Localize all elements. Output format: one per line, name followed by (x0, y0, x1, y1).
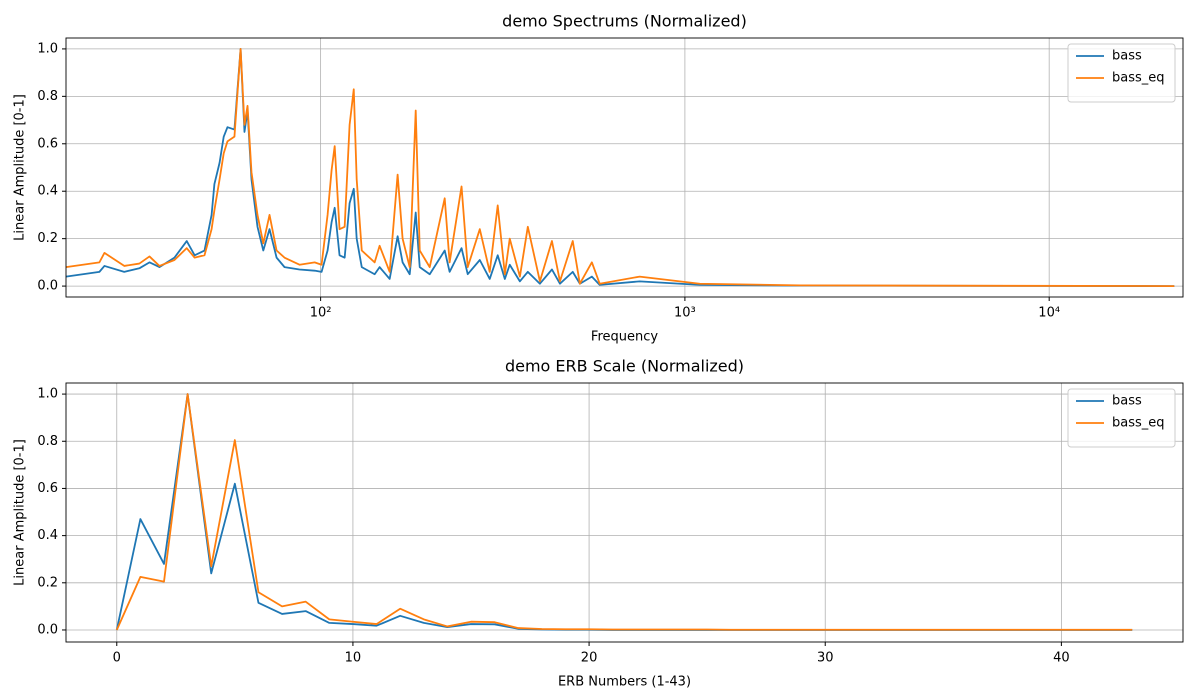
y-tick-label: 0.4 (37, 528, 58, 543)
legend-label: bass (1112, 49, 1142, 64)
x-tick-label: 20 (581, 651, 598, 666)
legend-label: bass (1112, 394, 1142, 409)
x-tick-label: 10⁴ (1038, 306, 1060, 321)
series-line (65, 48, 1175, 287)
plot-frame (65, 37, 1184, 298)
y-tick-label: 0.0 (37, 279, 58, 294)
x-axis-label: Frequency (591, 330, 658, 345)
x-tick-label: 0 (113, 651, 121, 666)
x-tick-label: 30 (817, 651, 834, 666)
y-tick-label: 0.4 (37, 184, 58, 199)
series-line (115, 393, 1133, 631)
y-tick-label: 0.2 (37, 575, 58, 590)
plot-frame (65, 382, 1184, 643)
y-tick-label: 1.0 (37, 41, 58, 56)
y-tick-label: 0.2 (37, 231, 58, 246)
series-line (115, 393, 1133, 631)
legend-box (1067, 43, 1176, 103)
y-axis-label: Linear Amplitude [0-1] (13, 94, 28, 241)
x-tick-label: 10 (345, 651, 362, 666)
y-tick-label: 0.0 (37, 622, 58, 637)
y-tick-label: 1.0 (37, 387, 58, 402)
y-tick-label: 0.6 (37, 481, 58, 496)
chart-title: demo ERB Scale (Normalized) (505, 357, 744, 376)
x-tick-label: 10² (310, 306, 332, 321)
x-tick-label: 10³ (674, 306, 696, 321)
y-tick-label: 0.8 (37, 89, 58, 104)
legend-label: bass_eq (1112, 416, 1165, 431)
y-tick-label: 0.8 (37, 434, 58, 449)
y-tick-label: 0.6 (37, 136, 58, 151)
legend-label: bass_eq (1112, 71, 1165, 86)
y-axis-label: Linear Amplitude [0-1] (13, 439, 28, 586)
series-line (65, 48, 1175, 287)
x-axis-label: ERB Numbers (1-43) (558, 675, 691, 690)
chart-title: demo Spectrums (Normalized) (502, 12, 747, 31)
legend-box (1067, 388, 1176, 448)
x-tick-label: 40 (1053, 651, 1070, 666)
